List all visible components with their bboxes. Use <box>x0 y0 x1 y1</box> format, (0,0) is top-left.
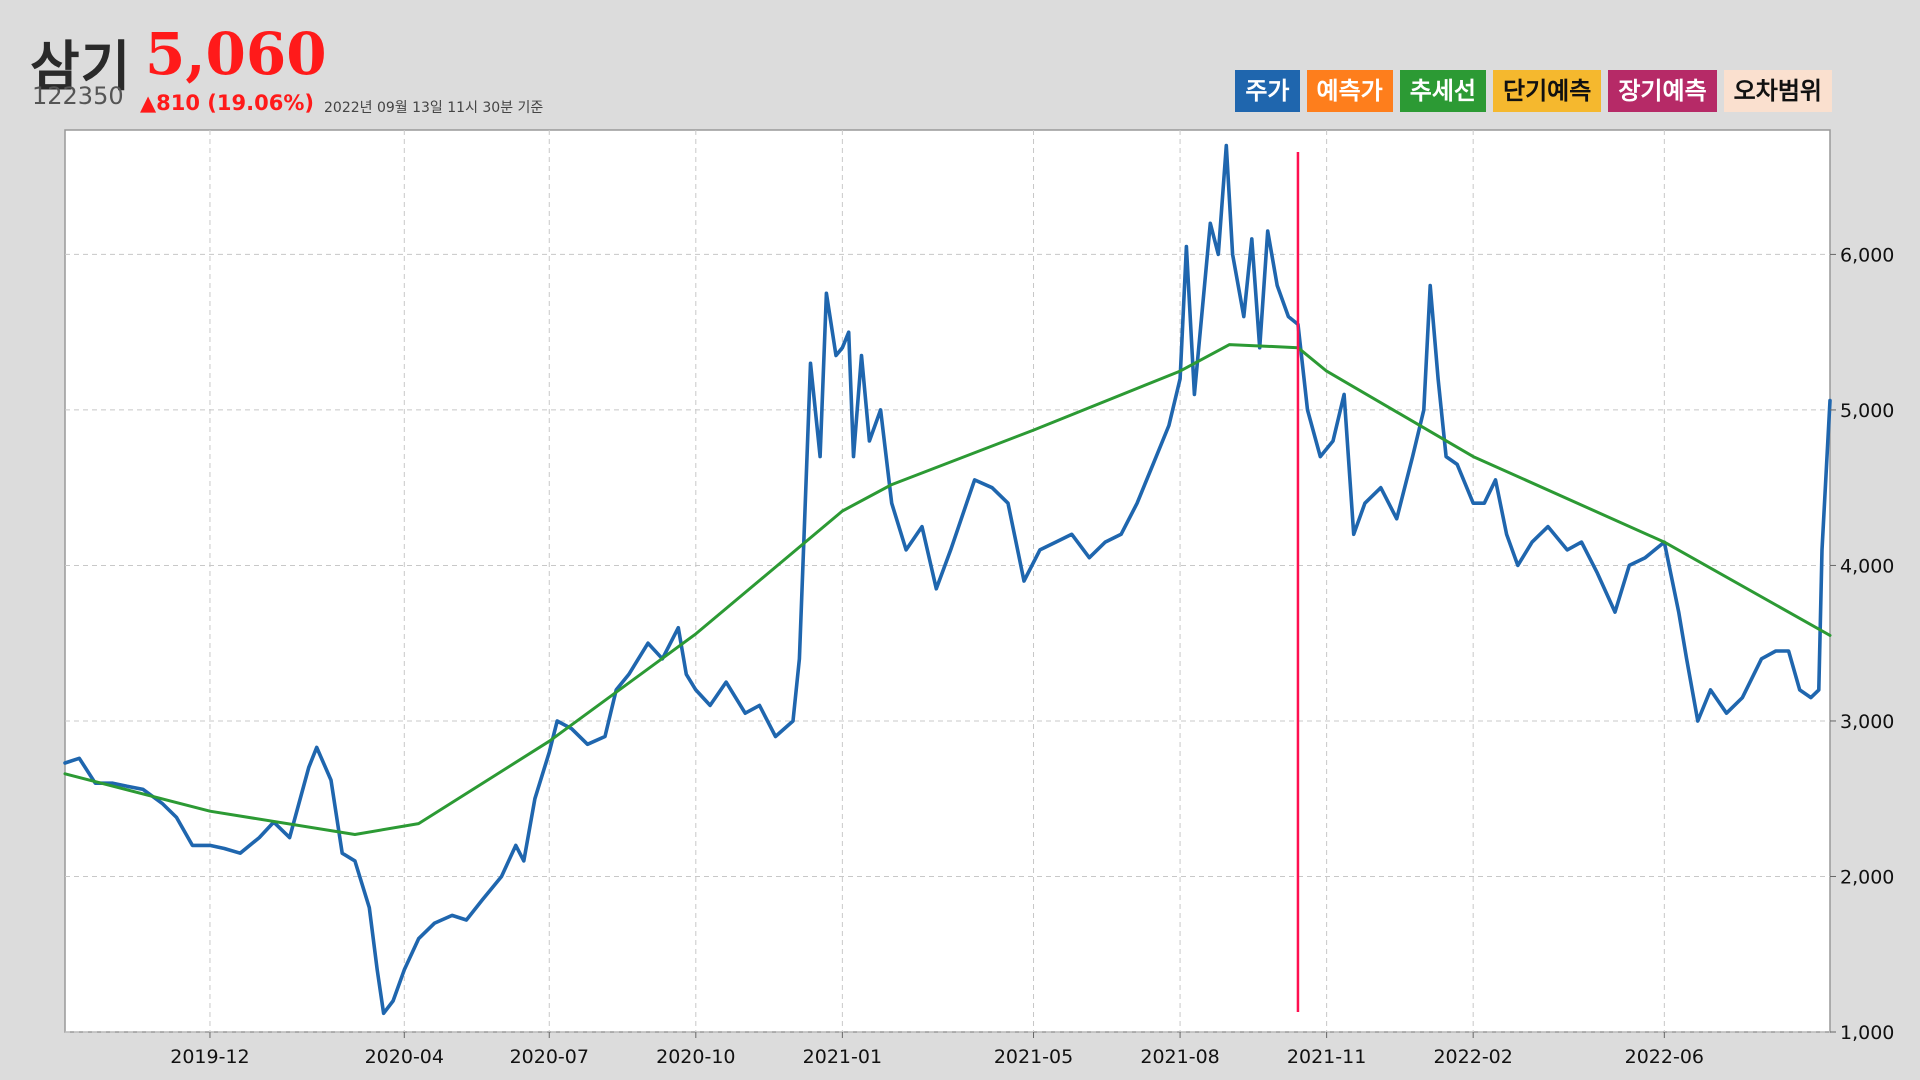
legend-item-long-term-forecast[interactable]: 장기예측 <box>1608 70 1717 112</box>
series-layer <box>63 143 1832 1016</box>
stock-price: 5,060 <box>145 20 327 88</box>
price-line <box>63 143 1832 1016</box>
y-tick-label: 3,000 <box>1840 711 1894 733</box>
price-change: ▲810 (19.06%) <box>140 91 314 115</box>
axes: 1,000 2,000 3,000 4,000 5,000 6,000 2019-12 202… <box>170 244 1894 1068</box>
y-tick-label: 5,000 <box>1840 400 1894 422</box>
x-tick-label: 2020-07 <box>510 1046 589 1068</box>
y-tick-label: 4,000 <box>1840 555 1894 577</box>
y-tick-label: 1,000 <box>1840 1022 1894 1044</box>
trendline <box>63 343 1832 836</box>
plot-area <box>64 129 1831 1033</box>
x-tick-label: 2021-01 <box>803 1046 882 1068</box>
x-tick-label: 2020-04 <box>365 1046 444 1068</box>
legend-item-error-range[interactable]: 오차범위 <box>1723 70 1832 112</box>
legend-item-price[interactable]: 주가 <box>1235 70 1300 112</box>
y-tick-label: 2,000 <box>1840 866 1894 888</box>
legend-item-trendline[interactable]: 추세선 <box>1399 70 1487 112</box>
x-tick-label: 2019-12 <box>170 1046 249 1068</box>
stock-name: 삼기 <box>30 35 132 98</box>
x-tick-label: 2020-10 <box>656 1046 735 1068</box>
timestamp: 2022년 09월 13일 11시 30분 기준 <box>324 100 544 116</box>
x-tick-label: 2022-02 <box>1433 1046 1512 1068</box>
legend-item-short-term-forecast[interactable]: 단기예측 <box>1493 70 1602 112</box>
chart-legend: 주가 예측가 추세선 단기예측 장기예측 오차범위 <box>1235 70 1832 112</box>
legend-item-forecast[interactable]: 예측가 <box>1306 70 1393 112</box>
x-tick-label: 2021-11 <box>1287 1046 1366 1068</box>
y-tick-label: 6,000 <box>1840 244 1894 266</box>
stock-code: 122350 <box>32 82 124 110</box>
x-tick-label: 2022-06 <box>1625 1046 1704 1068</box>
grid-lines <box>65 130 1830 1033</box>
x-tick-label: 2021-05 <box>994 1046 1073 1068</box>
x-tick-label: 2021-08 <box>1140 1046 1219 1068</box>
